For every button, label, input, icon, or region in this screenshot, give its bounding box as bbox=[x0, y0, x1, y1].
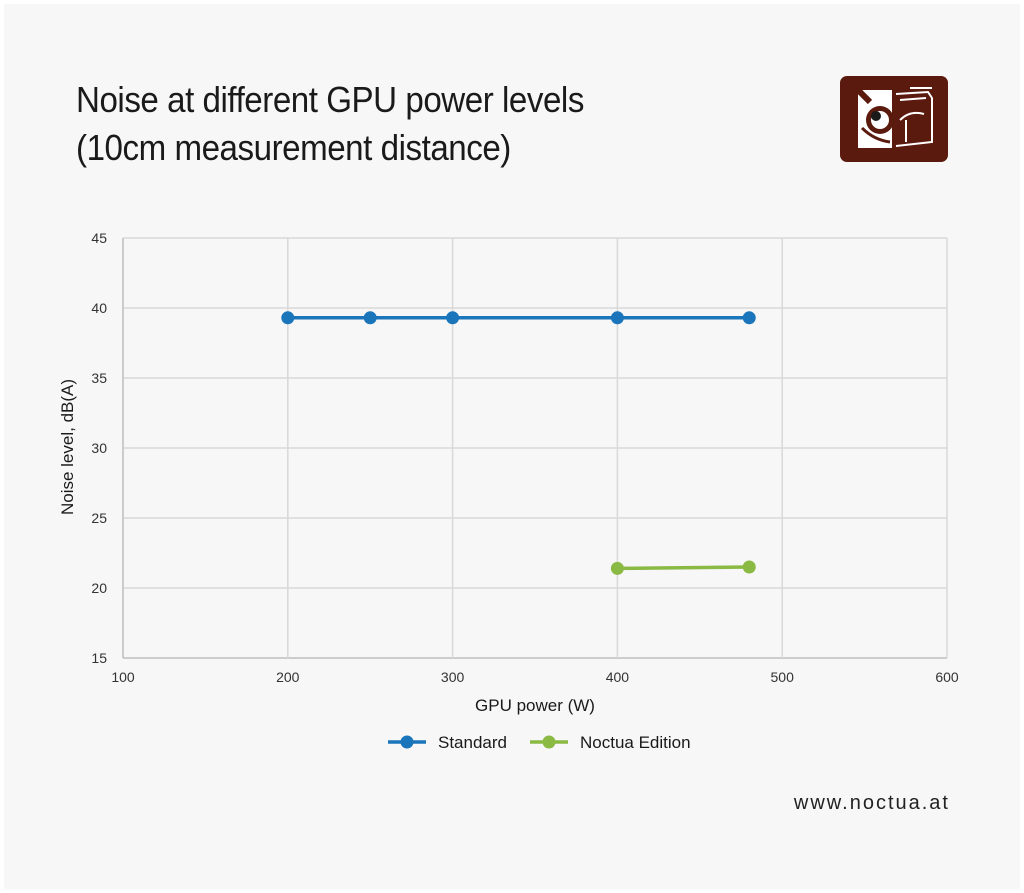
chart-title-line-1: Noise at different GPU power levels bbox=[76, 79, 584, 120]
y-axis-label: Noise level, dB(A) bbox=[58, 379, 77, 515]
x-tick-label: 600 bbox=[935, 669, 959, 685]
data-point bbox=[742, 560, 756, 574]
y-tick-label: 20 bbox=[91, 580, 107, 596]
x-tick-label: 200 bbox=[276, 669, 300, 685]
y-tick-label: 40 bbox=[91, 300, 107, 316]
series-line bbox=[617, 565, 750, 571]
x-axis-label: GPU power (W) bbox=[475, 696, 595, 715]
data-point bbox=[281, 311, 295, 325]
y-tick-label: 45 bbox=[91, 230, 107, 246]
series-1 bbox=[610, 560, 756, 575]
data-point bbox=[742, 311, 756, 325]
y-tick-label: 30 bbox=[91, 440, 107, 456]
legend-item: Noctua Edition bbox=[530, 733, 691, 752]
x-tick-label: 300 bbox=[441, 669, 465, 685]
y-tick-label: 35 bbox=[91, 370, 107, 386]
series-0 bbox=[281, 311, 756, 325]
x-axis-ticks: 100 200 300 400 500 600 bbox=[111, 669, 959, 685]
legend-swatch-marker bbox=[542, 735, 556, 749]
y-tick-label: 25 bbox=[91, 510, 107, 526]
chart-title: Noise at different GPU power levels (10c… bbox=[76, 76, 584, 172]
x-tick-label: 100 bbox=[111, 669, 135, 685]
x-tick-label: 400 bbox=[606, 669, 630, 685]
data-point bbox=[446, 311, 460, 325]
legend-label: Noctua Edition bbox=[580, 733, 691, 752]
y-axis-ticks: 15 20 25 30 35 40 45 bbox=[91, 230, 107, 666]
grid bbox=[122, 237, 948, 659]
data-point bbox=[363, 311, 377, 325]
series bbox=[281, 311, 756, 575]
chart-title-line-2: (10cm measurement distance) bbox=[76, 127, 511, 168]
y-tick-label: 15 bbox=[91, 650, 107, 666]
x-tick-label: 500 bbox=[771, 669, 795, 685]
footer-url: www.noctua.at bbox=[793, 792, 950, 814]
legend-item: Standard bbox=[388, 733, 507, 752]
data-point bbox=[610, 311, 624, 325]
legend-label: Standard bbox=[438, 733, 507, 752]
data-point bbox=[610, 561, 624, 575]
noctua-owl-logo-icon bbox=[840, 76, 948, 162]
legend-swatch-marker bbox=[400, 735, 414, 749]
legend: Standard Noctua Edition bbox=[388, 733, 691, 752]
